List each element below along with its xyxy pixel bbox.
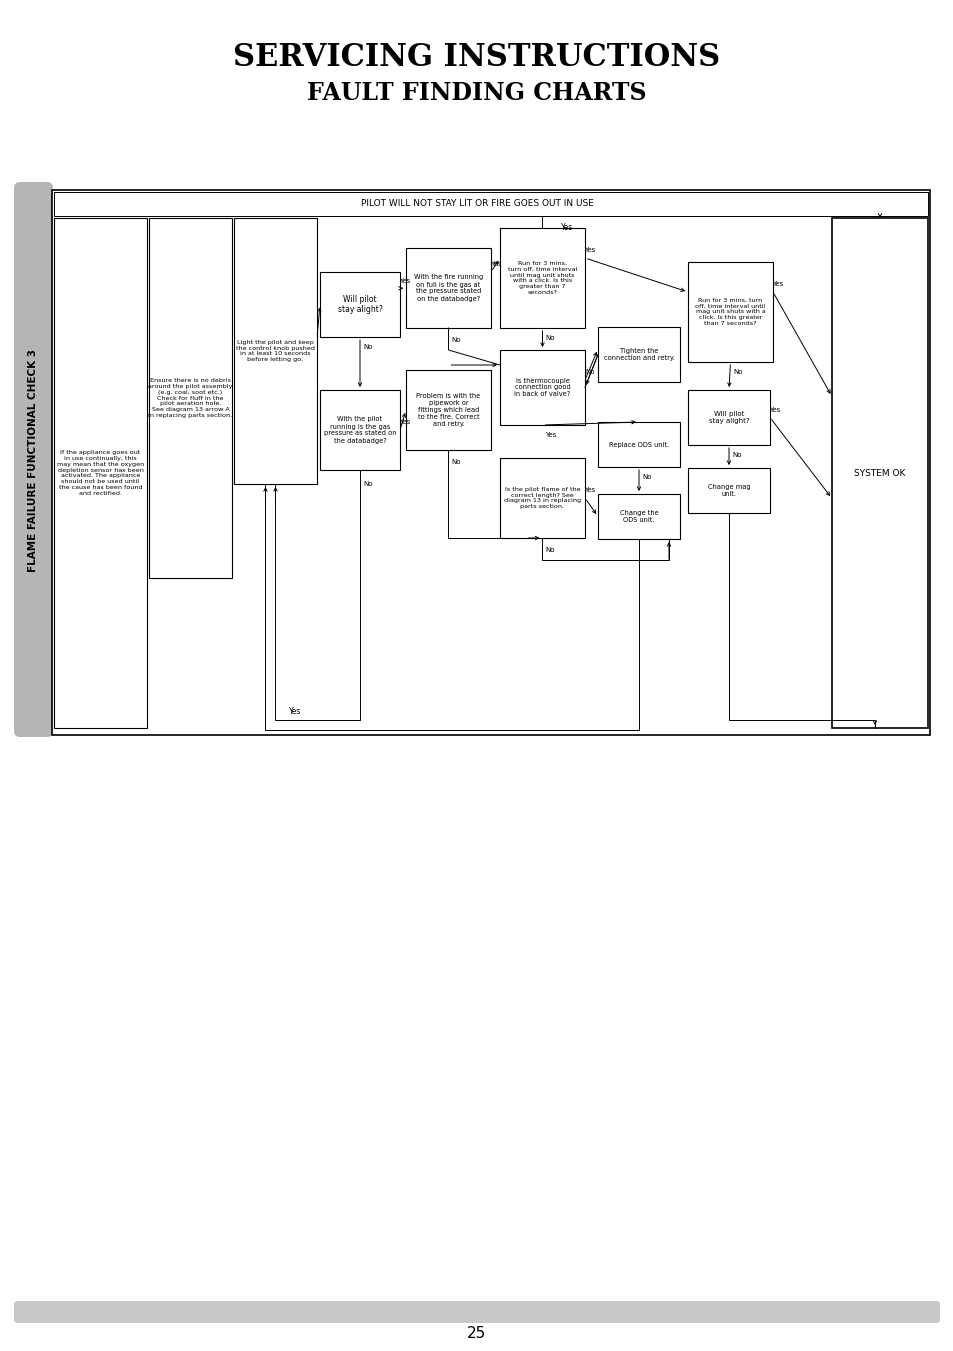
Text: Is thermocouple
connection good
in back of valve?: Is thermocouple connection good in back … (514, 377, 570, 397)
FancyBboxPatch shape (14, 182, 53, 738)
FancyBboxPatch shape (319, 272, 399, 336)
Text: SERVICING INSTRUCTIONS: SERVICING INSTRUCTIONS (233, 42, 720, 73)
FancyBboxPatch shape (499, 350, 584, 426)
Text: SYSTEM OK: SYSTEM OK (854, 469, 904, 477)
Text: Change the
ODS unit.: Change the ODS unit. (619, 509, 658, 523)
Text: Yes: Yes (399, 278, 410, 284)
Text: FLAME FAILURE FUNCTIONAL CHECK 3: FLAME FAILURE FUNCTIONAL CHECK 3 (28, 349, 38, 571)
Text: Yes: Yes (768, 407, 780, 412)
FancyBboxPatch shape (149, 218, 232, 578)
FancyBboxPatch shape (687, 262, 772, 362)
FancyBboxPatch shape (687, 467, 769, 513)
Text: No: No (545, 335, 555, 340)
Text: No: No (545, 547, 555, 553)
FancyBboxPatch shape (598, 422, 679, 467)
Text: No: No (732, 453, 741, 458)
Text: No: No (584, 369, 594, 376)
Text: Yes: Yes (560, 223, 573, 232)
Text: Yes: Yes (584, 247, 595, 253)
FancyBboxPatch shape (233, 218, 316, 484)
Text: Run for 3 mins,
turn off, time interval
until mag unit shuts
with a click. Is th: Run for 3 mins, turn off, time interval … (507, 261, 577, 295)
Text: Is the pilot flame of the
correct length? See
diagram 13 in replacing
parts sect: Is the pilot flame of the correct length… (503, 486, 580, 509)
Text: Will pilot
stay alight?: Will pilot stay alight? (708, 411, 748, 424)
Text: Change mag
unit.: Change mag unit. (707, 484, 749, 497)
FancyBboxPatch shape (52, 190, 929, 735)
FancyBboxPatch shape (14, 1301, 939, 1323)
Text: No: No (452, 459, 460, 465)
FancyBboxPatch shape (687, 390, 769, 444)
FancyBboxPatch shape (831, 218, 927, 728)
Text: No: No (641, 474, 651, 480)
Text: PILOT WILL NOT STAY LIT OR FIRE GOES OUT IN USE: PILOT WILL NOT STAY LIT OR FIRE GOES OUT… (360, 200, 593, 208)
Text: Yes: Yes (490, 261, 501, 267)
Text: Tighten the
connection and retry.: Tighten the connection and retry. (603, 349, 674, 361)
FancyBboxPatch shape (598, 494, 679, 539)
Text: Yes: Yes (584, 486, 595, 493)
Text: Light the pilot and keep
the control knob pushed
in at least 10 seconds
before l: Light the pilot and keep the control kno… (235, 340, 314, 362)
FancyBboxPatch shape (54, 218, 147, 728)
Text: No: No (733, 369, 742, 376)
FancyBboxPatch shape (598, 327, 679, 382)
Text: No: No (363, 481, 373, 486)
Text: With the pilot
running is the gas
pressure as stated on
the databadge?: With the pilot running is the gas pressu… (323, 416, 395, 443)
FancyBboxPatch shape (499, 458, 584, 538)
Text: Yes: Yes (399, 419, 410, 426)
Text: No: No (363, 345, 373, 350)
FancyBboxPatch shape (406, 370, 491, 450)
Text: Yes: Yes (772, 281, 782, 286)
Text: Yes: Yes (544, 432, 556, 438)
FancyBboxPatch shape (54, 192, 927, 216)
Text: Yes: Yes (289, 708, 301, 716)
Text: With the fire running
on full is the gas at
the pressure stated
on the databadge: With the fire running on full is the gas… (414, 274, 482, 301)
FancyBboxPatch shape (499, 228, 584, 328)
FancyBboxPatch shape (406, 249, 491, 328)
Text: No: No (452, 336, 460, 343)
Text: FAULT FINDING CHARTS: FAULT FINDING CHARTS (307, 81, 646, 105)
Text: Replace ODS unit.: Replace ODS unit. (608, 442, 668, 447)
Text: Run for 3 mins, turn
off, time interval until
mag unit shuts with a
click. Is th: Run for 3 mins, turn off, time interval … (695, 299, 765, 326)
Text: Will pilot
stay alight?: Will pilot stay alight? (337, 295, 382, 315)
FancyBboxPatch shape (319, 390, 399, 470)
Text: Ensure there is no debris
around the pilot assembly.
(e.g. coal, soot etc.)
Chec: Ensure there is no debris around the pil… (148, 378, 233, 417)
Text: If the appliance goes out
in use continually, this
may mean that the oxygen
depl: If the appliance goes out in use continu… (57, 450, 144, 496)
Text: Problem is with the
pipework or
fittings which lead
to the fire. Correct
and ret: Problem is with the pipework or fittings… (416, 393, 480, 427)
Text: 25: 25 (467, 1327, 486, 1342)
